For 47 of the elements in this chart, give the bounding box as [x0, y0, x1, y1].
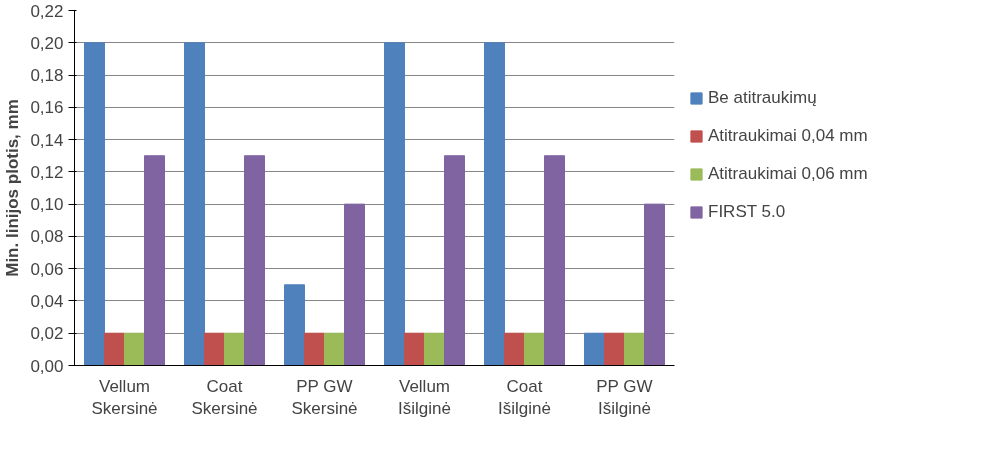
y-tick-label: 0,10 — [30, 195, 64, 215]
bar — [584, 332, 605, 366]
y-tick-label: 0,12 — [30, 162, 64, 182]
y-tick-label: 0,18 — [30, 66, 64, 86]
legend-label: Atitraukimai 0,06 mm — [708, 163, 868, 184]
x-tick-label: Coat Skersinė — [191, 376, 258, 419]
y-tick-label: 0,20 — [30, 33, 64, 53]
y-tick-label: 0,16 — [30, 98, 64, 118]
bar — [304, 332, 325, 366]
y-tick-label: 0,06 — [30, 259, 64, 279]
x-tick-label: PP GW Skersinė — [291, 376, 358, 419]
bar — [484, 42, 505, 366]
bar — [344, 203, 365, 366]
y-axis-title: Min. linijos plotis, mm — [3, 99, 23, 277]
legend-label: Be atitraukimų — [708, 87, 817, 108]
bar — [284, 284, 305, 366]
bar — [644, 203, 665, 366]
bar — [604, 332, 625, 366]
y-tick-label: 0,02 — [30, 324, 64, 344]
y-tick-label: 0,00 — [30, 356, 64, 376]
bar — [624, 332, 645, 366]
x-tick-label: PP GW Išilginė — [596, 376, 653, 419]
bar — [404, 332, 425, 366]
legend-label: FIRST 5.0 — [708, 201, 786, 222]
bar — [204, 332, 225, 366]
bar — [544, 155, 565, 366]
y-tick-label: 0,14 — [30, 130, 64, 150]
bar — [144, 155, 165, 366]
x-tick-label: Coat Išilginė — [498, 376, 551, 419]
bar — [324, 332, 345, 366]
bar — [104, 332, 125, 366]
bar — [524, 332, 545, 366]
x-tick-label: Vellum Skersinė — [91, 376, 158, 419]
y-tick-label: 0,22 — [30, 1, 64, 21]
legend-label: Atitraukimai 0,04 mm — [708, 125, 868, 146]
y-tick-label: 0,04 — [30, 291, 64, 311]
y-tick-label: 0,08 — [30, 227, 64, 247]
bar — [504, 332, 525, 366]
bar — [244, 155, 265, 366]
bar — [124, 332, 145, 366]
bar — [224, 332, 245, 366]
bar — [444, 155, 465, 366]
bar — [84, 42, 105, 366]
x-tick-label: Vellum Išilginė — [398, 376, 451, 419]
bar — [184, 42, 205, 366]
bar — [384, 42, 405, 366]
bar — [424, 332, 445, 366]
